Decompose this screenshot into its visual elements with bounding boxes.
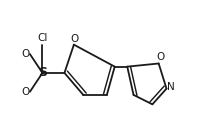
Text: Cl: Cl bbox=[37, 33, 48, 43]
Text: O: O bbox=[21, 49, 29, 59]
Text: N: N bbox=[167, 82, 174, 92]
Text: O: O bbox=[70, 34, 79, 44]
Text: S: S bbox=[38, 66, 47, 79]
Text: O: O bbox=[21, 87, 29, 97]
Text: O: O bbox=[156, 52, 164, 62]
